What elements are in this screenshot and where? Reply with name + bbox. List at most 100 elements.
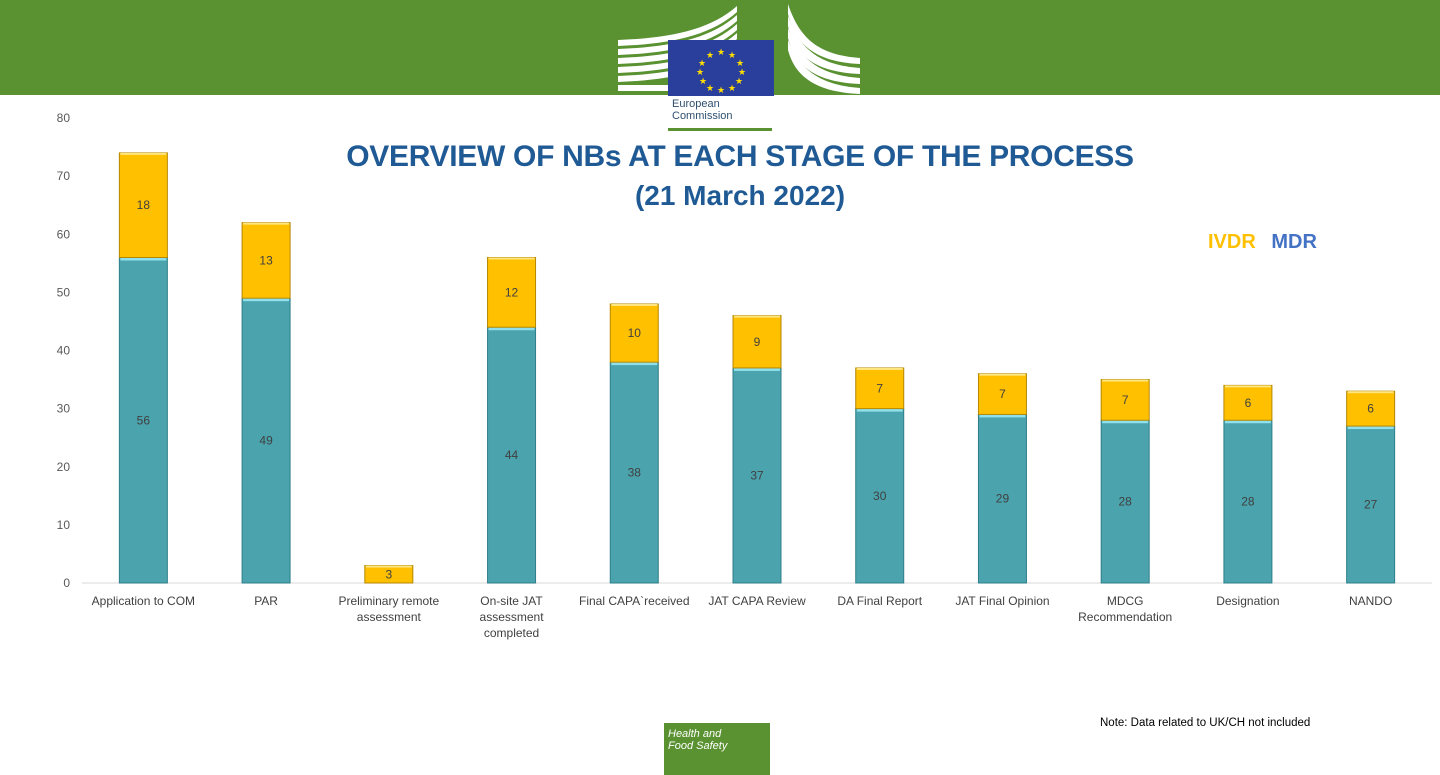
y-tick-label: 20 (57, 460, 71, 474)
bar-ivdr-highlight (120, 152, 167, 155)
x-tick-label: JAT CAPA Review (708, 594, 806, 608)
bar-ivdr (118, 152, 168, 258)
bar-mdr-highlight (1102, 420, 1149, 424)
data-label-mdr: 28 (1119, 495, 1133, 509)
svg-text:★: ★ (728, 84, 736, 94)
bar-ivdr-highlight (1102, 379, 1149, 382)
european-commission-logo: ★ ★★ ★★★ ★★★ ★★★ (618, 4, 860, 96)
x-tick-label: DA Final Report (837, 594, 922, 608)
bar-ivdr (487, 257, 537, 328)
x-tick-label: Recommendation (1078, 610, 1172, 624)
bar-mdr-highlight (611, 362, 658, 366)
bar-ivdr-highlight (856, 367, 903, 370)
data-label-mdr: 44 (505, 448, 519, 462)
legend-ivdr: IVDR (1208, 231, 1256, 253)
x-tick-label: On-site JAT (480, 594, 543, 608)
data-label-mdr: 56 (137, 413, 151, 427)
data-label-ivdr: 7 (876, 381, 883, 395)
x-tick-label: PAR (254, 594, 278, 608)
y-tick-label: 40 (57, 344, 71, 358)
y-tick-label: 70 (57, 169, 71, 183)
x-tick-label: assessment (357, 610, 422, 624)
bar-ivdr (732, 315, 782, 369)
svg-text:★: ★ (706, 51, 714, 61)
y-tick-label: 0 (63, 576, 70, 590)
data-label-ivdr: 3 (385, 567, 392, 581)
svg-text:★: ★ (738, 68, 746, 78)
bar-ivdr-highlight (243, 222, 290, 225)
logo-underline (668, 128, 772, 131)
data-label-ivdr: 7 (999, 387, 1006, 401)
bar-ivdr-highlight (1347, 391, 1394, 394)
svg-text:★: ★ (698, 59, 706, 69)
data-label-ivdr: 6 (1245, 396, 1252, 410)
badge-line-2: Food Safety (668, 740, 728, 752)
bar-mdr-highlight (1347, 426, 1394, 430)
bar-ivdr (1346, 390, 1396, 427)
bar-ivdr-highlight (979, 373, 1026, 376)
bar-ivdr-highlight (611, 304, 658, 306)
bar-mdr-highlight (488, 327, 535, 331)
data-label-mdr: 28 (1241, 495, 1255, 509)
data-label-mdr: 27 (1364, 498, 1378, 512)
bar-mdr (1346, 425, 1396, 584)
svg-text:★: ★ (699, 77, 707, 87)
x-tick-label: Preliminary remote (338, 594, 439, 608)
bar-mdr-highlight (734, 367, 780, 371)
x-tick-label: completed (484, 626, 539, 640)
footnote: Note: Data related to UK/CH not included (1100, 717, 1311, 729)
bar-mdr (732, 367, 782, 584)
x-tick-label: JAT Final Opinion (955, 594, 1049, 608)
bar-mdr-highlight (856, 408, 903, 412)
bar-ivdr-highlight (734, 315, 780, 318)
svg-text:★: ★ (736, 59, 744, 69)
bar-mdr-highlight (1224, 420, 1271, 424)
bar-ivdr-highlight (365, 565, 412, 568)
bar-mdr (977, 413, 1027, 584)
x-tick-label: MDCG (1107, 594, 1144, 608)
bar-ivdr (855, 367, 905, 410)
svg-text:★: ★ (735, 77, 743, 87)
bar-ivdr-highlight (1224, 385, 1271, 388)
legend-mdr: MDR (1271, 231, 1317, 253)
stacked-bar-chart: 0 10 20 30 40 50 60 70 80 56 18 Application to COM 4… (57, 111, 1432, 640)
health-food-safety-badge: Health and Food Safety (664, 723, 770, 775)
bar-mdr (487, 326, 537, 584)
bar-mdr-highlight (120, 257, 167, 261)
data-label-mdr: 30 (873, 489, 887, 503)
svg-text:★: ★ (717, 48, 725, 58)
y-tick-label: 60 (57, 227, 71, 241)
y-tick-label: 30 (57, 402, 71, 416)
svg-text:★: ★ (706, 84, 714, 94)
data-label-ivdr: 18 (137, 198, 151, 212)
svg-text:★: ★ (696, 68, 704, 78)
bar-ivdr (609, 303, 659, 363)
bar-ivdr (1223, 384, 1273, 421)
bar-ivdr-highlight (488, 257, 535, 260)
badge-line-1: Health and (668, 728, 722, 740)
bar-mdr-highlight (243, 298, 290, 302)
data-label-ivdr: 12 (505, 285, 519, 299)
x-tick-label: Final CAPA`received (579, 594, 689, 608)
data-label-mdr: 37 (750, 468, 764, 482)
logo-wordmark: European Commission (672, 98, 733, 122)
chart-legend: IVDR MDR (1208, 231, 1317, 254)
bar-mdr (1100, 419, 1150, 584)
data-label-ivdr: 7 (1122, 393, 1129, 407)
data-label-ivdr: 9 (754, 335, 761, 349)
x-tick-label: Designation (1216, 594, 1279, 608)
logo-line-2: Commission (672, 110, 733, 122)
svg-text:★: ★ (728, 51, 736, 61)
chart-subtitle: (21 March 2022) (634, 180, 846, 211)
x-tick-label: NANDO (1349, 594, 1392, 608)
bar-mdr (855, 408, 905, 584)
bar-ivdr (241, 222, 291, 299)
svg-text:★: ★ (717, 86, 725, 96)
bar-mdr (1223, 419, 1273, 584)
data-label-ivdr: 6 (1367, 402, 1374, 416)
bar-mdr (241, 297, 291, 584)
data-label-mdr: 49 (259, 434, 273, 448)
x-tick-label: Application to COM (92, 594, 195, 608)
data-label-mdr: 38 (628, 466, 642, 480)
chart-title: OVERVIEW OF NBs AT EACH STAGE OF THE PRO… (346, 140, 1134, 173)
